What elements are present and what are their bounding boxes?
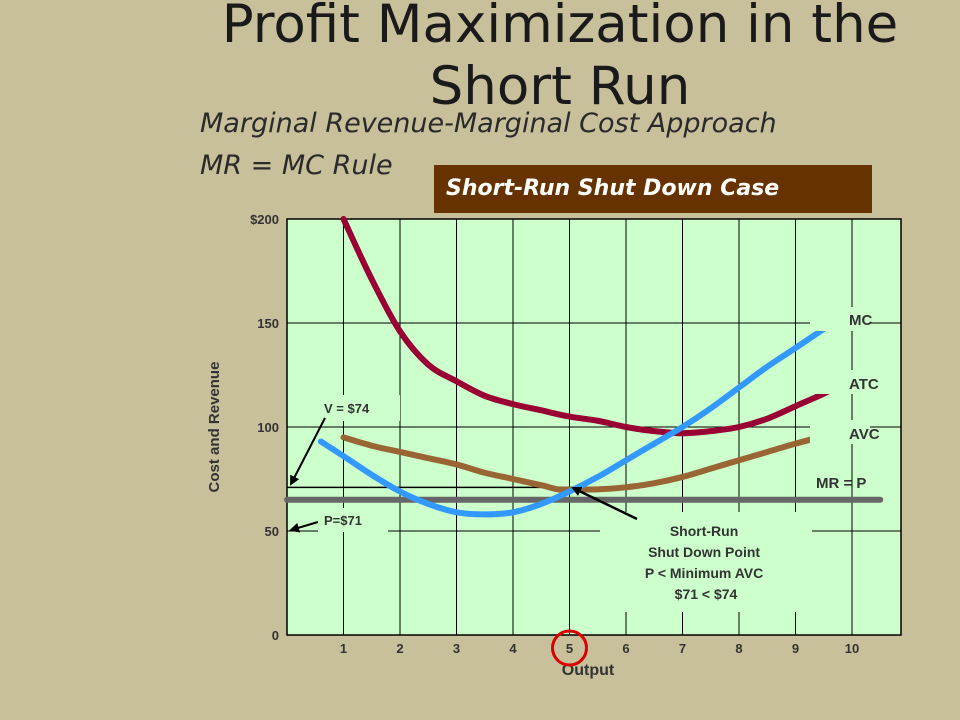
mc-curve <box>317 322 833 518</box>
shutdown-line-2: Shut Down Point <box>648 544 760 560</box>
x-tick-label: 2 <box>396 641 403 656</box>
x-tick-label: 6 <box>622 641 629 656</box>
plot-frame <box>286 218 902 636</box>
x-axis-label: Output <box>562 662 615 679</box>
legend-mr: MR = P <box>816 475 866 492</box>
atc-curve <box>340 216 839 437</box>
y-tick-label: 150 <box>257 316 279 331</box>
y-tick-label: 0 <box>272 628 279 643</box>
shutdown-callout-bg <box>600 512 812 612</box>
legend-atc: ATC <box>849 376 879 393</box>
y-axis-label: Cost and Revenue <box>206 362 223 493</box>
shutdown-line-4: $71 < $74 <box>675 586 738 602</box>
legend-avc: AVC <box>849 426 880 443</box>
y-tick-label: 100 <box>257 420 279 435</box>
shutdown-line-1: Short-Run <box>670 523 738 539</box>
avc-callout-bg <box>318 395 400 421</box>
avc-callout: V = $74 <box>324 401 370 416</box>
avc-label-bg <box>810 420 870 444</box>
subtitle-rule: MR = MC Rule <box>200 150 393 181</box>
x-tick-label: 1 <box>340 641 347 656</box>
x-tick-label: 3 <box>453 641 460 656</box>
y-tick-label: 50 <box>265 524 279 539</box>
x-tick-label: 5 <box>566 641 573 656</box>
mc-label-bg <box>810 307 870 331</box>
price-callout: P=$71 <box>324 513 362 528</box>
slide-title: Profit Maximization in the Short Run <box>221 0 899 117</box>
shutdown-line-3: P < Minimum AVC <box>645 565 763 581</box>
output-5-highlight <box>551 629 588 667</box>
y-tick-label: $200 <box>250 212 279 227</box>
shutdown-callout: Short-Run Shut Down Point P < Minimum AV… <box>645 523 767 602</box>
x-tick-label: 7 <box>679 641 686 656</box>
x-tick-label: 9 <box>792 641 799 656</box>
avc-pointer-arrow <box>290 417 326 486</box>
legend-mc: MC <box>849 312 872 329</box>
subtitle-approach: Marginal Revenue-Marginal Cost Approach <box>200 108 777 139</box>
case-banner: Short-Run Shut Down Case <box>434 165 872 213</box>
price-callout-bg <box>318 508 388 532</box>
price-pointer-arrow <box>289 521 319 533</box>
atc-label-bg <box>810 370 870 394</box>
shutdown-pointer-arrow <box>571 486 638 521</box>
x-tick-label: 4 <box>509 641 517 656</box>
x-tick-label: 8 <box>735 641 742 656</box>
x-tick-label: 10 <box>845 641 859 656</box>
